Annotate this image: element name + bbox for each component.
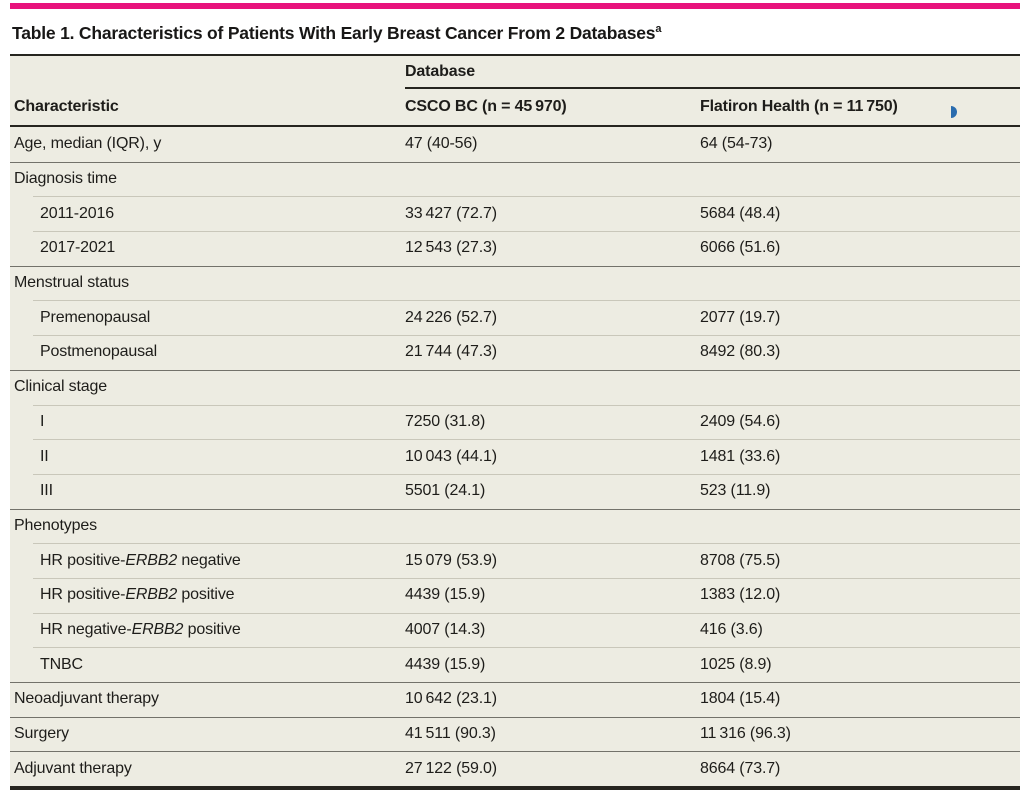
table-column-header-row: Characteristic CSCO BC (n = 45 970) Flat… bbox=[10, 89, 1020, 125]
csco-value: 12 543 (27.3) bbox=[405, 239, 497, 257]
table-row: Adjuvant therapy 27 122 (59.0) 8664 (73.7) bbox=[10, 751, 1020, 786]
table-bottom-rule bbox=[10, 786, 1020, 791]
row-label: Neoadjuvant therapy bbox=[14, 690, 159, 708]
table-row: Postmenopausal 21 744 (47.3) 8492 (80.3) bbox=[10, 335, 1020, 370]
column-header-csco: CSCO BC (n = 45 970) bbox=[405, 98, 567, 115]
flatiron-value: 8708 (75.5) bbox=[700, 551, 781, 569]
row-label: III bbox=[40, 482, 53, 500]
table-row: HR positive-ERBB2 negative 15 079 (53.9) 8… bbox=[10, 543, 1020, 578]
row-label: 2011-2016 bbox=[40, 204, 114, 222]
column-header-flatiron: Flatiron Health (n = 11 750) bbox=[700, 98, 898, 115]
flatiron-value: 11 316 (96.3) bbox=[700, 725, 791, 743]
csco-value: 4007 (14.3) bbox=[405, 620, 486, 638]
flatiron-value: 523 (11.9) bbox=[700, 482, 771, 500]
table-row: Diagnosis time bbox=[10, 161, 1020, 197]
table-row: HR negative-ERBB2 positive 4007 (14.3) 416… bbox=[10, 612, 1020, 648]
row-label: Age, median (IQR), y bbox=[14, 135, 162, 153]
flatiron-value: 1804 (15.4) bbox=[700, 690, 781, 708]
table-row: Clinical stage bbox=[10, 369, 1020, 405]
flatiron-value: 1481 (33.6) bbox=[700, 447, 781, 465]
table-row: Neoadjuvant therapy 10 642 (23.1) 1804 (15… bbox=[10, 682, 1020, 717]
flatiron-value: 64 (54-73) bbox=[700, 135, 773, 153]
csco-value: 33 427 (72.7) bbox=[405, 204, 497, 222]
spanner-header-database: Database bbox=[405, 56, 1020, 89]
table-body: Age, median (IQR), y 47 (40-56) 64 (54-73)… bbox=[10, 127, 1020, 786]
flatiron-value: 1025 (8.9) bbox=[700, 655, 772, 673]
table-row: 2017-2021 12 543 (27.3) 6066 (51.6) bbox=[10, 231, 1020, 266]
row-label: Clinical stage bbox=[14, 378, 108, 396]
blue-artifact-mark bbox=[951, 106, 957, 118]
row-label: II bbox=[40, 447, 49, 465]
csco-value: 4439 (15.9) bbox=[405, 655, 486, 673]
table-spanner-row: Database bbox=[10, 56, 1020, 89]
row-label: Postmenopausal bbox=[40, 343, 158, 361]
table-title: Table 1. Characteristics of Patients Wit… bbox=[10, 9, 1020, 44]
flatiron-value: 8664 (73.7) bbox=[700, 759, 781, 777]
table-row: Phenotypes bbox=[10, 508, 1020, 544]
csco-value: 24 226 (52.7) bbox=[405, 308, 497, 326]
row-label: Adjuvant therapy bbox=[14, 759, 132, 777]
csco-value: 5501 (24.1) bbox=[405, 482, 486, 500]
footnote-marker: a bbox=[655, 23, 662, 36]
row-label: HR positive-ERBB2 negative bbox=[40, 551, 241, 569]
flatiron-value: 8492 (80.3) bbox=[700, 343, 781, 361]
row-label: Phenotypes bbox=[14, 516, 98, 534]
table-row: Age, median (IQR), y 47 (40-56) 64 (54-73) bbox=[10, 127, 1020, 162]
csco-value: 10 642 (23.1) bbox=[405, 690, 497, 708]
table-row: HR positive-ERBB2 positive 4439 (15.9) 138… bbox=[10, 577, 1020, 613]
table-row: II 10 043 (44.1) 1481 (33.6) bbox=[10, 439, 1020, 474]
row-label: Surgery bbox=[14, 725, 69, 743]
csco-value: 27 122 (59.0) bbox=[405, 759, 497, 777]
row-label: Premenopausal bbox=[40, 308, 151, 326]
row-label: I bbox=[40, 412, 45, 430]
csco-value: 41 511 (90.3) bbox=[405, 725, 496, 743]
header-separator-rule bbox=[10, 125, 1020, 127]
column-header-characteristic: Characteristic bbox=[14, 98, 119, 115]
csco-value: 21 744 (47.3) bbox=[405, 343, 497, 361]
row-label: TNBC bbox=[40, 655, 83, 673]
flatiron-value: 416 (3.6) bbox=[700, 620, 763, 638]
table-row: I 7250 (31.8) 2409 (54.6) bbox=[10, 404, 1020, 440]
csco-value: 10 043 (44.1) bbox=[405, 447, 497, 465]
row-label: Diagnosis time bbox=[14, 170, 117, 188]
accent-bar bbox=[10, 3, 1020, 9]
row-label: HR positive-ERBB2 positive bbox=[40, 586, 235, 604]
flatiron-value: 2409 (54.6) bbox=[700, 412, 781, 430]
journal-table-figure: Table 1. Characteristics of Patients Wit… bbox=[0, 3, 1033, 791]
table-row: Premenopausal 24 226 (52.7) 2077 (19.7) bbox=[10, 300, 1020, 335]
csco-value: 7250 (31.8) bbox=[405, 412, 486, 430]
table-top-rule bbox=[10, 54, 1020, 56]
table-title-text: Table 1. Characteristics of Patients Wit… bbox=[12, 23, 656, 43]
table-row: Surgery 41 511 (90.3) 11 316 (96.3) bbox=[10, 716, 1020, 752]
flatiron-value: 1383 (12.0) bbox=[700, 586, 781, 604]
flatiron-value: 2077 (19.7) bbox=[700, 308, 781, 326]
csco-value: 4439 (15.9) bbox=[405, 586, 486, 604]
csco-value: 47 (40-56) bbox=[405, 135, 478, 153]
flatiron-value: 5684 (48.4) bbox=[700, 204, 781, 222]
table-row: TNBC 4439 (15.9) 1025 (8.9) bbox=[10, 647, 1020, 682]
row-label: Menstrual status bbox=[14, 274, 129, 292]
csco-value: 15 079 (53.9) bbox=[405, 551, 497, 569]
flatiron-value: 6066 (51.6) bbox=[700, 239, 781, 257]
table-row: 2011-2016 33 427 (72.7) 5684 (48.4) bbox=[10, 196, 1020, 231]
characteristics-table: Database Characteristic CSCO BC (n = 45 … bbox=[10, 56, 1020, 791]
table-row: III 5501 (24.1) 523 (11.9) bbox=[10, 473, 1020, 509]
row-label: 2017-2021 bbox=[40, 239, 116, 257]
row-label: HR negative-ERBB2 positive bbox=[40, 620, 241, 638]
table-row: Menstrual status bbox=[10, 265, 1020, 301]
